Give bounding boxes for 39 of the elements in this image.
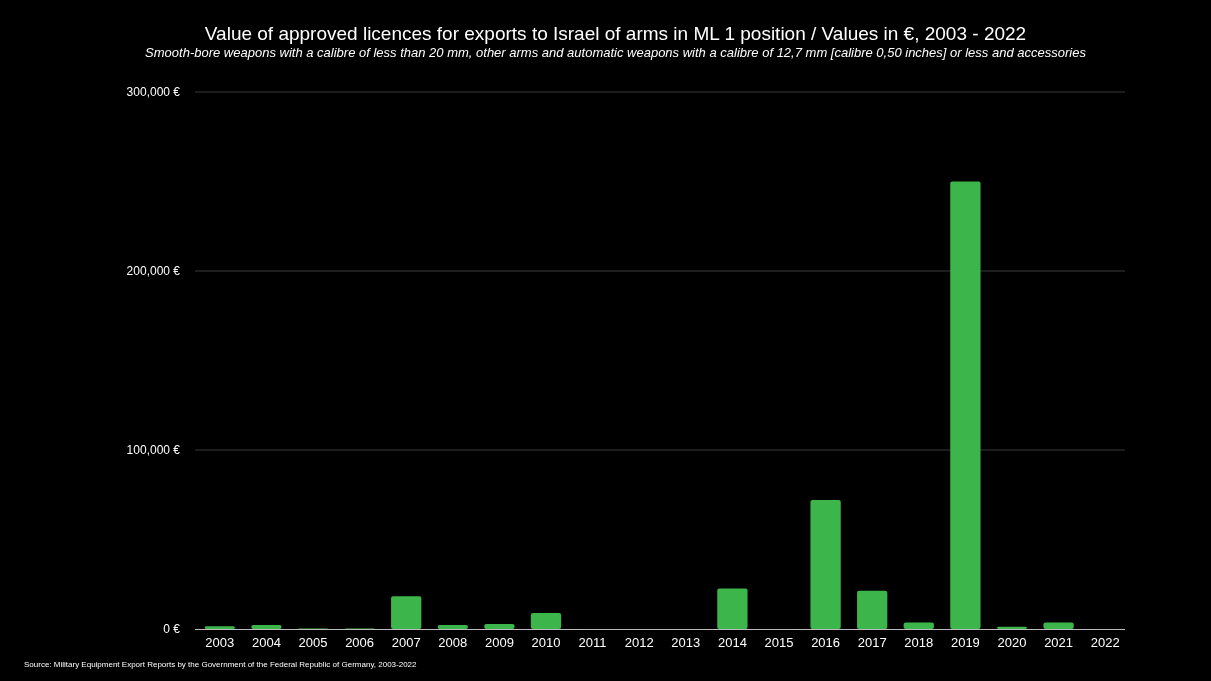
x-tick-label: 2014 xyxy=(717,635,747,650)
x-tick-label: 2015 xyxy=(764,635,794,650)
bar xyxy=(251,625,282,629)
x-tick-label: 2013 xyxy=(671,635,701,650)
x-tick-label: 2003 xyxy=(205,635,235,650)
bar xyxy=(810,500,841,629)
bar xyxy=(717,588,748,629)
source-note: Source: Military Equipment Export Reports by the Government of the Federal Republic of Germany, 2003-2022 xyxy=(24,660,418,669)
x-tick-label: 2020 xyxy=(997,635,1027,650)
bar xyxy=(950,181,981,629)
bar xyxy=(437,625,468,629)
x-tick-label: 2011 xyxy=(578,635,607,650)
x-tick-label: 2012 xyxy=(624,635,654,650)
bar xyxy=(1043,622,1074,629)
bar xyxy=(903,622,934,629)
x-tick-label: 2018 xyxy=(904,635,934,650)
x-tick-label: 2008 xyxy=(438,635,468,650)
bar xyxy=(204,626,235,629)
y-tick-label: 100,000 € xyxy=(126,443,181,458)
x-tick-label: 2016 xyxy=(811,635,841,650)
chart-subtitle: Smooth-bore weapons with a calibre of less than 20 mm, other arms and automatic weapons with a calibre of 12,7 mm [calibre 0,50 inches] or less and accessories xyxy=(145,45,1087,60)
y-tick-label: 300,000 € xyxy=(126,85,181,100)
bar xyxy=(530,612,562,629)
x-tick-label: 2022 xyxy=(1090,635,1120,650)
y-tick-label: 0 € xyxy=(163,622,181,637)
x-tick-label: 2010 xyxy=(531,635,561,650)
x-tick-label: 2004 xyxy=(251,635,281,650)
y-tick-label: 200,000 € xyxy=(126,264,181,279)
bar xyxy=(857,590,888,629)
x-tick-label: 2005 xyxy=(298,635,328,650)
x-tick-label: 2007 xyxy=(391,635,421,650)
x-tick-label: 2006 xyxy=(345,635,375,650)
bar xyxy=(484,623,515,629)
chart-title: Value of approved licences for exports to Israel of arms in ML 1 position / Values in €, 2003 - 2022 xyxy=(204,23,1027,44)
x-tick-label: 2017 xyxy=(857,635,887,650)
bar xyxy=(391,596,422,629)
x-tick-label: 2009 xyxy=(484,635,514,650)
x-tick-label: 2021 xyxy=(1044,635,1074,650)
x-tick-label: 2019 xyxy=(950,635,980,650)
